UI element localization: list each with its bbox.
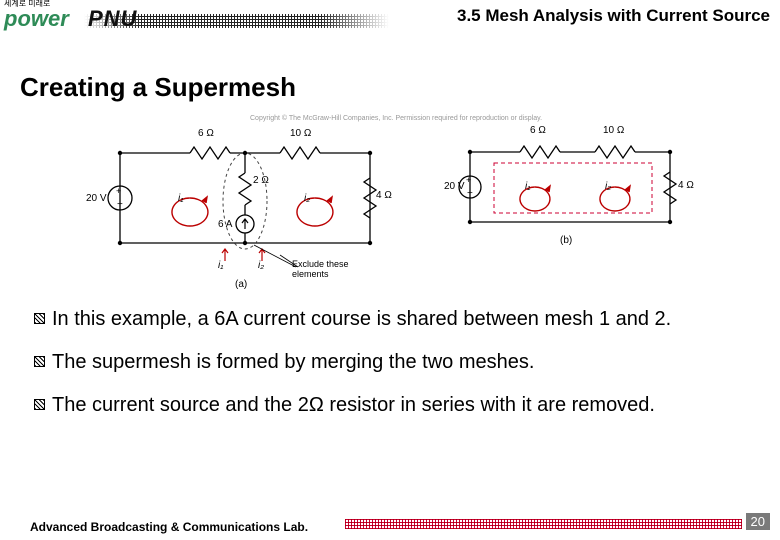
bullet-list: In this example, a 6A current course is … [34,307,780,418]
label-i2b: i₂ [258,260,264,271]
label-b: (b) [560,235,572,246]
loop-i1-a: i₁ [178,193,183,204]
bullet-icon [34,356,45,367]
label-is-a: 6 A [218,219,232,230]
label-r4-a: 4 Ω [376,190,392,201]
loop-i1-b: i₁ [525,181,530,192]
circuit-b: + − [440,127,700,277]
chapter-title: 3.5 Mesh Analysis with Current Source [457,6,770,26]
slide-title: Creating a Supermesh [20,72,780,103]
label-vs-a: 20 V [86,193,107,204]
bullet-item: The current source and the 2Ω resistor i… [34,393,780,418]
slide-footer: Advanced Broadcasting & Communications L… [0,510,780,536]
footer-stripe [345,519,742,529]
footer-page-number: 20 [746,513,770,530]
bullet-text: In this example, a 6A current course is … [52,307,671,332]
label-r1-a: 6 Ω [198,128,214,139]
bullet-icon [34,399,45,410]
svg-text:+: + [116,186,121,196]
label-r1-b: 6 Ω [530,125,546,136]
slide-header: 세계로 미래로 power PNU 3.5 Mesh Analysis with… [0,0,780,36]
bullet-item: In this example, a 6A current course is … [34,307,780,332]
svg-text:−: − [467,188,473,199]
circuit-a: + − [80,123,400,283]
label-a: (a) [235,279,247,290]
label-r2-b: 10 Ω [603,125,624,136]
loop-i2-a: i₂ [304,193,310,204]
label-i1b: i₁ [218,260,223,271]
label-vs-b: 20 V [444,181,465,192]
figure-area: Copyright © The McGraw-Hill Companies, I… [80,115,700,285]
label-r3-a: 2 Ω [253,175,269,186]
bullet-text: The current source and the 2Ω resistor i… [52,393,655,418]
svg-text:−: − [117,199,123,210]
pnu-text: PNU [88,6,137,32]
bullet-item: The supermesh is formed by merging the t… [34,350,780,375]
header-subtext: 세계로 미래로 [4,0,50,9]
exclude-label: Exclude these elements [292,259,349,279]
figure-copyright: Copyright © The McGraw-Hill Companies, I… [250,115,542,122]
footer-lab-text: Advanced Broadcasting & Communications L… [30,520,308,534]
bullet-text: The supermesh is formed by merging the t… [52,350,534,375]
label-r4-b: 4 Ω [678,180,694,191]
svg-text:+: + [466,175,471,185]
power-logo-text: power [4,6,69,32]
loop-i2-b: i₂ [605,181,611,192]
label-r2-a: 10 Ω [290,128,311,139]
bullet-icon [34,313,45,324]
